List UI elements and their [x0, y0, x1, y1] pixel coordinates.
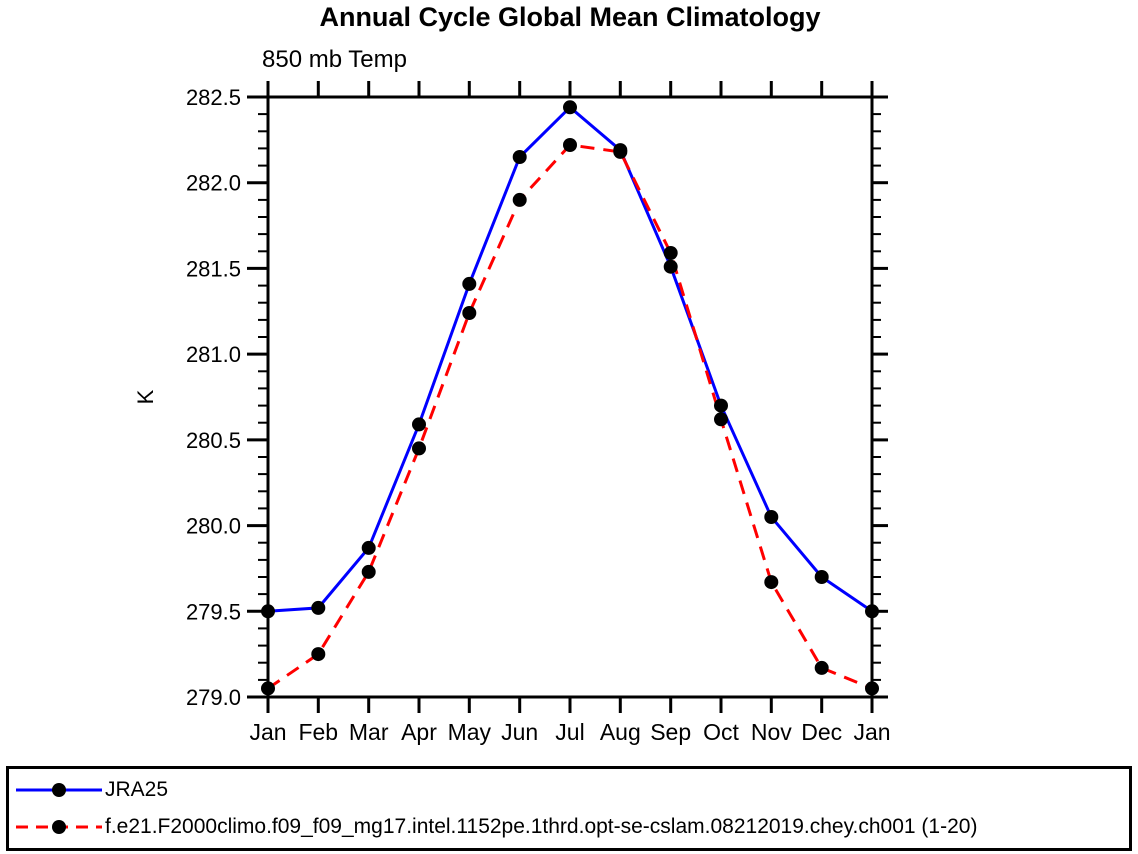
svg-text:Oct: Oct: [703, 719, 739, 745]
svg-text:May: May: [448, 719, 492, 745]
svg-text:Jun: Jun: [501, 719, 538, 745]
svg-text:Jan: Jan: [249, 719, 286, 745]
chart-title: Annual Cycle Global Mean Climatology: [319, 2, 821, 32]
legend-label-model: f.e21.F2000climo.f09_f09_mg17.intel.1152…: [105, 815, 978, 838]
plot-area: 279.0 279.5 280.0 280.5 281.0 281.5 282.0 282.5…: [133, 81, 891, 745]
svg-text:Mar: Mar: [349, 719, 389, 745]
svg-text:282.0: 282.0: [186, 171, 241, 196]
svg-text:Nov: Nov: [751, 719, 792, 745]
legend-item-model: f.e21.F2000climo.f09_f09_mg17.intel.1152…: [14, 809, 1129, 846]
svg-text:282.5: 282.5: [186, 85, 241, 110]
legend-line-sample-solid: [16, 783, 102, 797]
legend: JRA25 f.e21.F2000climo.f09_f09_mg17.inte…: [6, 766, 1132, 851]
svg-text:279.0: 279.0: [186, 685, 241, 710]
svg-text:Jul: Jul: [555, 719, 584, 745]
svg-text:K: K: [133, 389, 158, 404]
svg-text:280.5: 280.5: [186, 428, 241, 453]
svg-text:Feb: Feb: [298, 719, 338, 745]
svg-text:279.5: 279.5: [186, 599, 241, 624]
svg-text:Aug: Aug: [600, 719, 641, 745]
svg-text:Jan: Jan: [853, 719, 890, 745]
svg-text:Dec: Dec: [801, 719, 842, 745]
svg-text:Sep: Sep: [650, 719, 691, 745]
chart-subtitle: 850 mb Temp: [262, 46, 407, 73]
svg-text:281.0: 281.0: [186, 342, 241, 367]
svg-text:280.0: 280.0: [186, 514, 241, 539]
legend-line-sample-dashed: [16, 820, 102, 834]
svg-text:281.5: 281.5: [186, 256, 241, 281]
svg-text:Apr: Apr: [401, 719, 437, 745]
legend-label-jra25: JRA25: [105, 778, 169, 801]
legend-item-jra25: JRA25: [14, 772, 1129, 809]
